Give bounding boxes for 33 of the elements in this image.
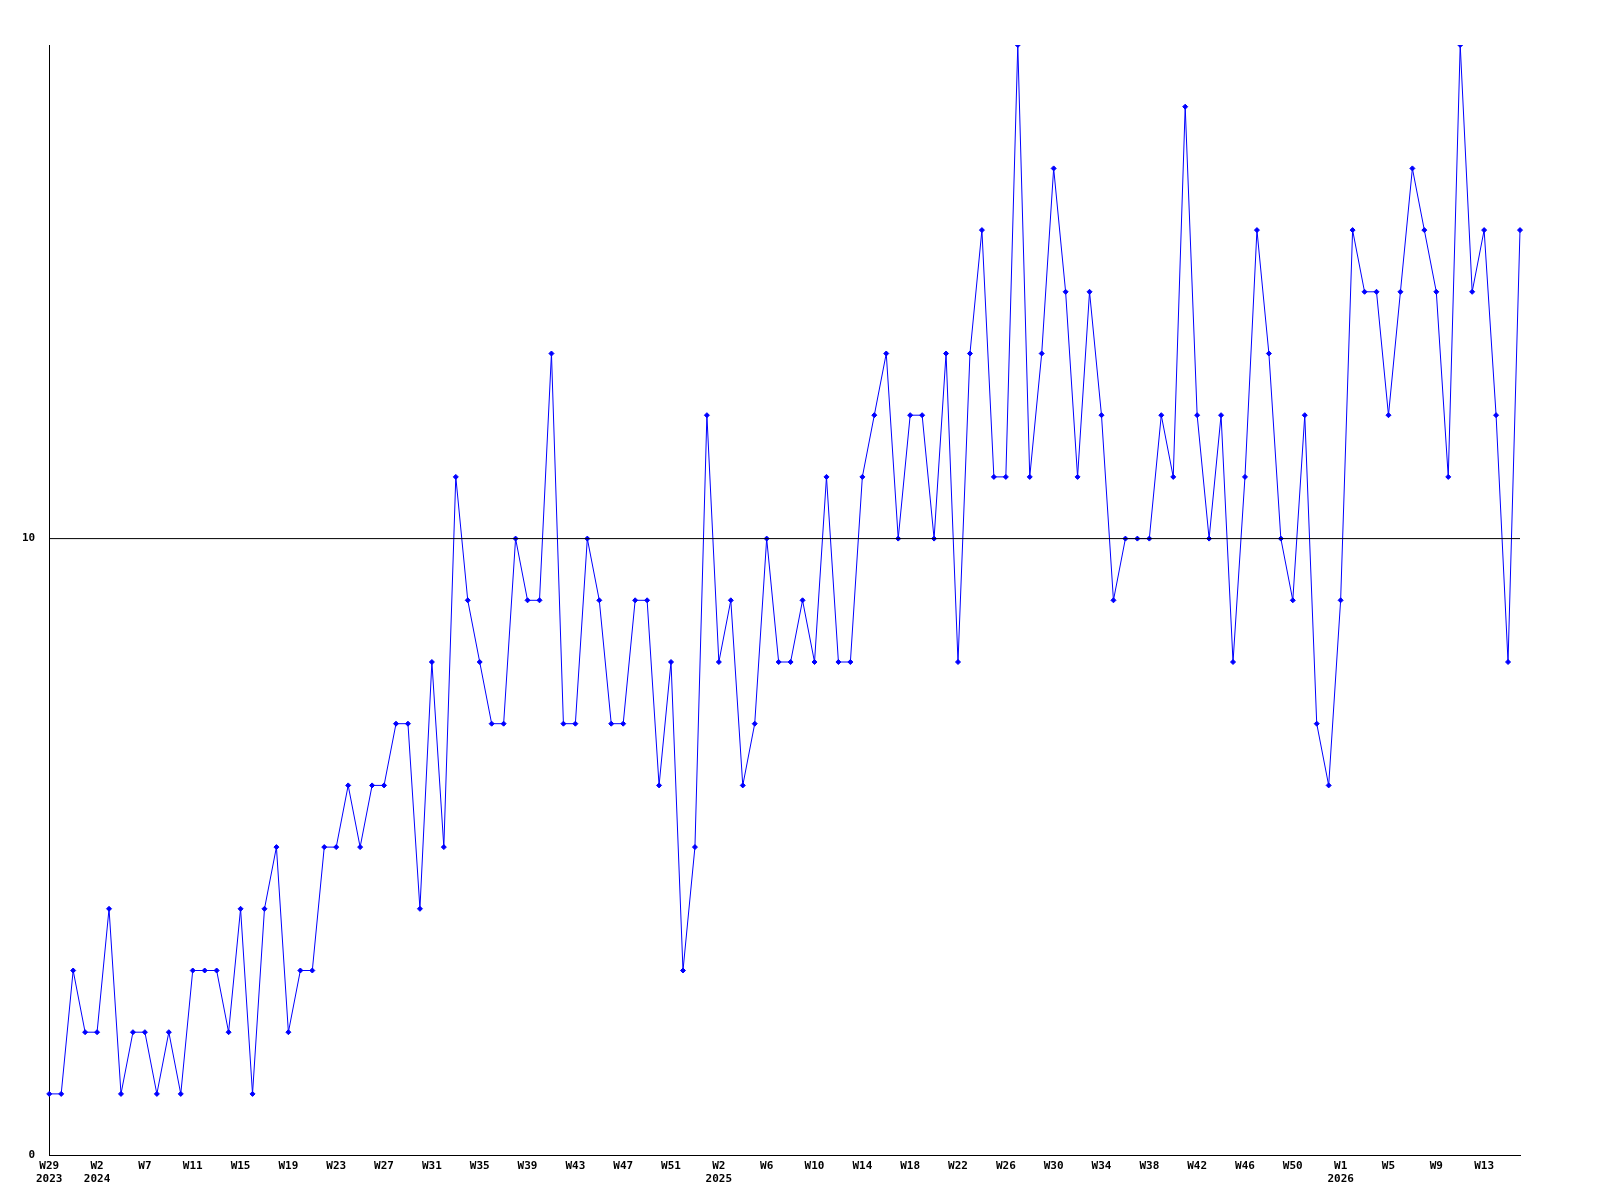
x-tick-label: W2 2024: [83, 1159, 111, 1186]
x-tick-label: W43: [565, 1159, 586, 1173]
x-tick-label: W39: [517, 1159, 538, 1173]
x-tick-label: W6: [760, 1159, 774, 1173]
x-tick-label: W42: [1187, 1159, 1208, 1173]
x-tick-label: W5: [1381, 1159, 1396, 1173]
x-tick-label: W11: [182, 1159, 204, 1173]
x-tick-label: W46: [1235, 1159, 1256, 1173]
x-tick-label: W22: [948, 1159, 968, 1173]
x-tick-label: W9: [1429, 1159, 1443, 1173]
x-tick-label: W27: [374, 1159, 394, 1173]
x-tick-label: W26: [995, 1159, 1017, 1173]
x-tick-label: W13: [1474, 1159, 1495, 1173]
x-tick-label: W10: [804, 1159, 825, 1173]
x-tick-label: W30: [1043, 1159, 1064, 1173]
x-tick-label: W23: [326, 1159, 347, 1173]
x-tick-label: W47: [613, 1159, 634, 1173]
x-tick-label: W51: [661, 1159, 682, 1173]
x-tick-label: W18: [900, 1159, 921, 1173]
x-tick-label: W34: [1091, 1159, 1112, 1173]
x-tick-label: W35: [469, 1159, 490, 1173]
x-tick-label: W2 2025: [705, 1159, 733, 1186]
x-tick-label: W19: [278, 1159, 299, 1173]
x-tick-label: W15: [230, 1159, 251, 1173]
x-tick-label: W29 2023: [36, 1159, 63, 1186]
x-tick-label: W14: [852, 1159, 873, 1173]
x-tick-label: W38: [1139, 1159, 1160, 1173]
x-tick-label: W50: [1282, 1159, 1303, 1173]
y-tick-label: 0: [28, 1148, 36, 1162]
x-tick-label: W7: [138, 1159, 152, 1173]
y-tick-label: 10: [22, 531, 36, 545]
x-tick-label: W1 2026: [1327, 1159, 1355, 1186]
x-tick-label: W31: [421, 1159, 443, 1173]
